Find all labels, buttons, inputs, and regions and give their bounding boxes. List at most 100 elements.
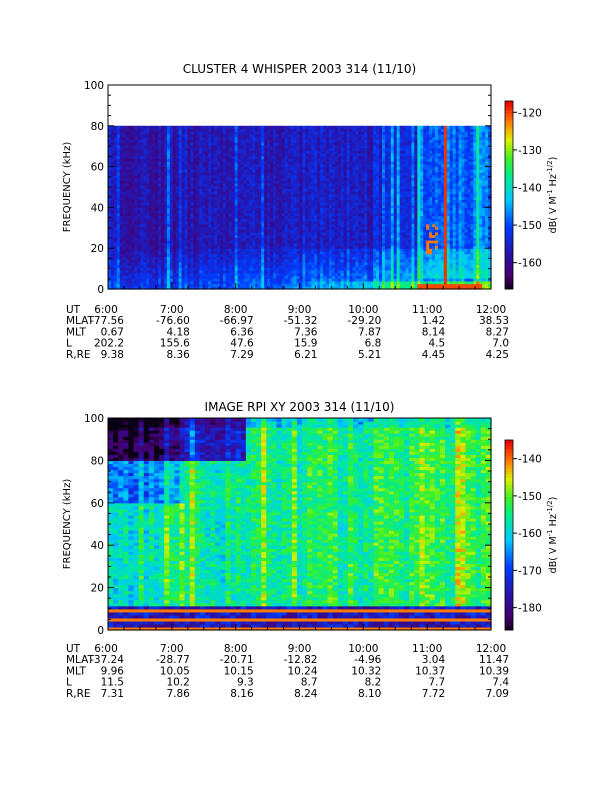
spectrogram-cell: [116, 218, 121, 222]
spectrogram-cell: [152, 248, 156, 252]
spectrogram-cell: [152, 280, 156, 285]
spectrogram-cell: [214, 163, 218, 168]
spectrogram-cell: [172, 174, 177, 179]
spectrogram-cell: [122, 210, 127, 214]
spectrogram-cell: [178, 237, 183, 241]
spectrogram-cell: [214, 136, 218, 140]
spectrogram-cell: [205, 163, 209, 168]
spectrogram-cell: [205, 242, 209, 247]
spectrogram-cell: [184, 226, 189, 230]
spectrogram-cell: [140, 272, 144, 276]
spectrogram-cell: [211, 191, 215, 195]
spectrogram-cell: [193, 185, 197, 189]
spectrogram-cell: [108, 212, 112, 217]
spectrogram-cell: [181, 231, 186, 236]
spectrogram-cell: [152, 131, 156, 135]
spectrogram-cell: [202, 242, 206, 247]
spectrogram-cell: [137, 272, 142, 276]
spectrogram-cell: [184, 267, 189, 271]
spectrogram-cell: [184, 188, 189, 192]
spectrogram-cell: [199, 223, 203, 228]
spectrogram-cell: [211, 147, 215, 151]
spectrogram-cell: [128, 242, 133, 247]
spectrogram-cell: [119, 191, 124, 195]
spectrogram-cell: [196, 256, 200, 260]
spectrogram-cell: [137, 144, 142, 149]
spectrogram-cell: [181, 150, 186, 154]
spectrogram-cell: [205, 283, 209, 287]
spectrogram-cell: [140, 142, 144, 146]
spectrogram-cell: [128, 250, 133, 255]
spectrogram-cell: [205, 161, 209, 165]
spectrogram-cell: [131, 210, 136, 214]
spectrogram-cell: [116, 280, 121, 285]
spectrogram-cell: [161, 199, 165, 203]
spectrogram-cell: [140, 245, 144, 249]
spectrogram-cell: [134, 201, 139, 206]
spectrogram-cell: [149, 161, 153, 165]
spectrogram-cell: [219, 242, 224, 247]
spectrogram-cell: [190, 229, 195, 233]
spectrogram-cell: [163, 125, 168, 130]
spectrogram-cell: [190, 131, 195, 135]
spectrogram-cell: [172, 136, 177, 140]
spectrogram-cell: [166, 212, 171, 217]
spectrogram-cell: [208, 207, 212, 211]
spectrogram-cell: [219, 210, 224, 214]
spectrogram-cell: [181, 191, 186, 195]
spectrogram-cell: [146, 240, 150, 244]
spectrogram-cell: [158, 199, 162, 203]
spectrogram-cell: [152, 177, 156, 181]
spectrogram-cell: [113, 272, 118, 276]
spectrogram-cell: [217, 136, 221, 140]
spectrogram-cell: [149, 133, 153, 138]
spectrogram-cell: [214, 278, 218, 282]
spectrogram-cell: [119, 155, 124, 160]
spectrogram-cell: [175, 191, 180, 195]
spectrogram-cell: [202, 280, 206, 285]
spectrogram-cell: [175, 256, 180, 260]
spectrogram-cell: [175, 136, 180, 140]
spectrogram-cell: [108, 163, 112, 168]
spectrogram-cell: [205, 226, 209, 230]
spectrogram-cell: [161, 153, 165, 157]
spectrogram-cell: [122, 267, 127, 271]
spectrogram-cell: [184, 177, 189, 181]
spectrogram-cell: [175, 286, 180, 290]
spectrogram-cell: [199, 229, 203, 233]
spectrogram-cell: [190, 180, 195, 184]
spectrogram-cell: [163, 210, 168, 214]
spectrogram-cell: [131, 286, 136, 290]
spectrogram-cell: [219, 193, 224, 198]
spectrogram-cell: [199, 240, 203, 244]
spectrogram-cell: [172, 191, 177, 195]
spectrogram-cell: [175, 221, 180, 225]
spectrogram-cell: [175, 150, 180, 154]
spectrogram-cell: [122, 275, 127, 279]
spectrogram-cell: [110, 229, 115, 233]
spectrogram-cell: [178, 172, 183, 176]
spectrogram-cell: [143, 193, 147, 198]
spectrogram-cell: [116, 201, 121, 206]
spectrogram-cell: [163, 253, 168, 257]
spectrogram-cell: [219, 278, 224, 282]
spectrogram-cell: [125, 128, 130, 132]
spectrogram-cell: [214, 150, 218, 154]
spectrogram-cell: [128, 128, 133, 132]
spectrogram-cell: [181, 193, 186, 198]
spectrogram-cell: [163, 240, 168, 244]
spectrogram-cell: [208, 196, 212, 200]
spectrogram-cell: [205, 256, 209, 260]
spectrogram-cell: [219, 280, 224, 285]
spectrogram-cell: [190, 215, 195, 219]
spectrogram-cell: [122, 229, 127, 233]
spectrogram-cell: [166, 256, 171, 260]
spectrogram-cell: [125, 204, 130, 208]
spectrogram-cell: [155, 267, 159, 271]
spectrogram-cell: [196, 210, 200, 214]
spectrogram-cell: [169, 280, 174, 285]
spectrogram-cell: [184, 245, 189, 249]
spectrogram-cell: [208, 199, 212, 203]
spectrogram-cell: [122, 147, 127, 151]
spectrogram-cell: [158, 193, 162, 198]
